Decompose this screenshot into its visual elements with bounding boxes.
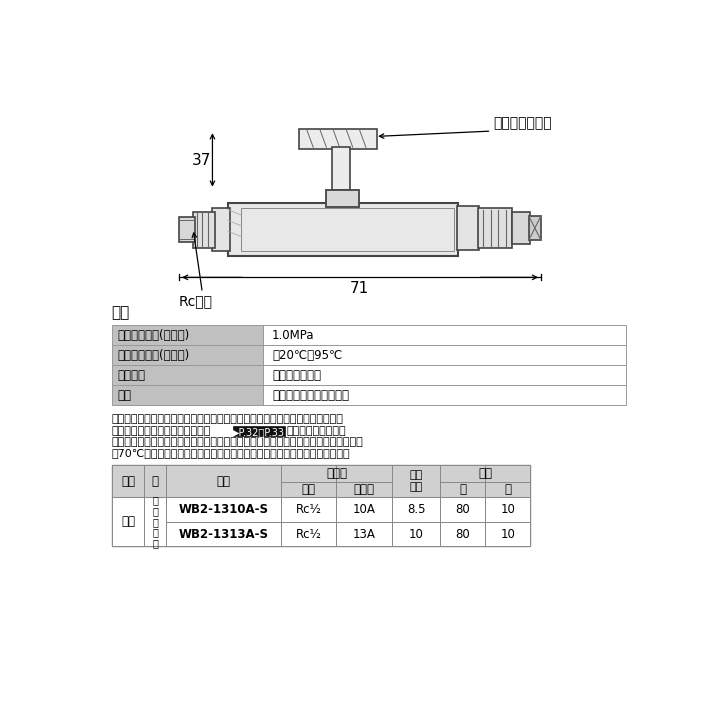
Text: 10: 10 [500,528,516,541]
Bar [112,465,530,546]
Bar [212,208,230,251]
Bar [112,345,263,365]
Text: 色: 色 [152,474,158,487]
Bar [336,465,392,498]
Text: 最高許容圧力(バルブ): 最高許容圧力(バルブ) [117,328,189,341]
Text: 適用: 適用 [121,474,135,487]
Bar [112,522,144,546]
Text: Rcねじ: Rcねじ [179,294,213,308]
Bar [263,345,626,365]
Text: 1.0MPa: 1.0MPa [272,328,315,341]
Text: 小: 小 [504,483,511,496]
Bar [112,498,144,546]
Text: ねじ: ねじ [302,483,315,496]
Bar [477,208,513,248]
Bar [228,204,458,256]
Bar [166,498,281,522]
Text: 80: 80 [456,528,470,541]
Text: WB2-1310A-S: WB2-1310A-S [179,503,269,516]
Bar [233,426,285,436]
Text: 樹脂管: 樹脂管 [354,483,375,496]
Text: 品番: 品番 [216,474,230,487]
Text: ▶P.32・P.33: ▶P.32・P.33 [233,427,285,437]
Text: 給水・給湯・暖房・融雪: 給水・給湯・暖房・融雪 [272,389,349,402]
Bar [263,365,626,385]
Bar [326,189,359,207]
Text: ・冷温水、不凍液以外には使用しないで下さい。灯油等の油類には使用できません。: ・冷温水、不凍液以外には使用しないで下さい。灯油等の油類には使用できません。 [112,437,364,446]
Bar [485,498,530,522]
Text: 10A: 10A [353,503,376,516]
Bar [112,465,144,498]
Text: 37: 37 [192,153,211,168]
Bar [144,465,166,498]
Bar [281,498,336,522]
Bar [241,208,454,251]
Bar [263,325,626,345]
Text: －20℃〜95℃: －20℃〜95℃ [272,348,343,361]
Text: 最小
内径: 最小 内径 [410,470,423,492]
Bar [144,498,166,522]
Bar [112,325,263,345]
Text: 使用温度範囲(バルブ): 使用温度範囲(バルブ) [117,348,189,361]
Text: 10: 10 [500,503,516,516]
Bar [392,465,441,498]
Bar [441,465,485,498]
Text: WB2-1313A-S: WB2-1313A-S [179,528,269,541]
Bar [392,522,441,546]
Bar [263,385,626,405]
Text: 色（ハンドル）: 色（ハンドル） [493,117,552,130]
Bar [193,212,215,248]
Text: 80: 80 [456,503,470,516]
Text: 用途: 用途 [117,389,131,402]
Bar [166,522,281,546]
Text: 10: 10 [409,528,423,541]
Text: 大: 大 [459,483,467,496]
Text: をご確認下さい。: をご確認下さい。 [287,426,346,436]
Bar [336,498,392,522]
Text: 管の使用温度別最高使用圧力: 管の使用温度別最高使用圧力 [112,426,211,436]
Text: 8.5: 8.5 [407,503,426,516]
Text: Rc½: Rc½ [296,528,322,541]
Bar [144,522,166,546]
Bar [457,206,479,251]
Text: 共用: 共用 [121,516,135,528]
Text: ・上記は継手部の仕様のため、実使用においての流体圧力と流体温度は、樹脂: ・上記は継手部の仕様のため、実使用においての流体圧力と流体温度は、樹脂 [112,415,343,424]
Bar [281,522,336,546]
Text: 入数: 入数 [478,467,492,480]
Text: 使用流体: 使用流体 [117,369,145,382]
Text: 仕様: 仕様 [112,305,130,320]
Text: 冷温水・不凍液: 冷温水・不凍液 [272,369,321,382]
Bar [528,216,541,240]
Bar [300,129,377,149]
Bar [112,385,263,405]
Text: 呼び径: 呼び径 [326,467,347,480]
Bar [281,465,336,498]
Bar [144,498,166,546]
Text: 13A: 13A [353,528,376,541]
Bar [441,522,485,546]
Text: Rc½: Rc½ [296,503,322,516]
Text: 71: 71 [350,282,369,296]
Bar [332,147,351,189]
Bar [485,522,530,546]
Text: ・70℃を超える湯を常時通水または循環する配管には使用しないで下さい。: ・70℃を超える湯を常時通水または循環する配管には使用しないで下さい。 [112,448,351,458]
Bar [112,498,144,522]
Bar [512,212,530,244]
Bar [336,522,392,546]
Bar [441,498,485,522]
Bar [166,465,281,498]
Text: ア
イ
ボ
リ
ー: ア イ ボ リ ー [152,495,158,549]
Bar [179,217,194,242]
Bar [112,365,263,385]
Bar [392,498,441,522]
Bar [485,465,530,498]
